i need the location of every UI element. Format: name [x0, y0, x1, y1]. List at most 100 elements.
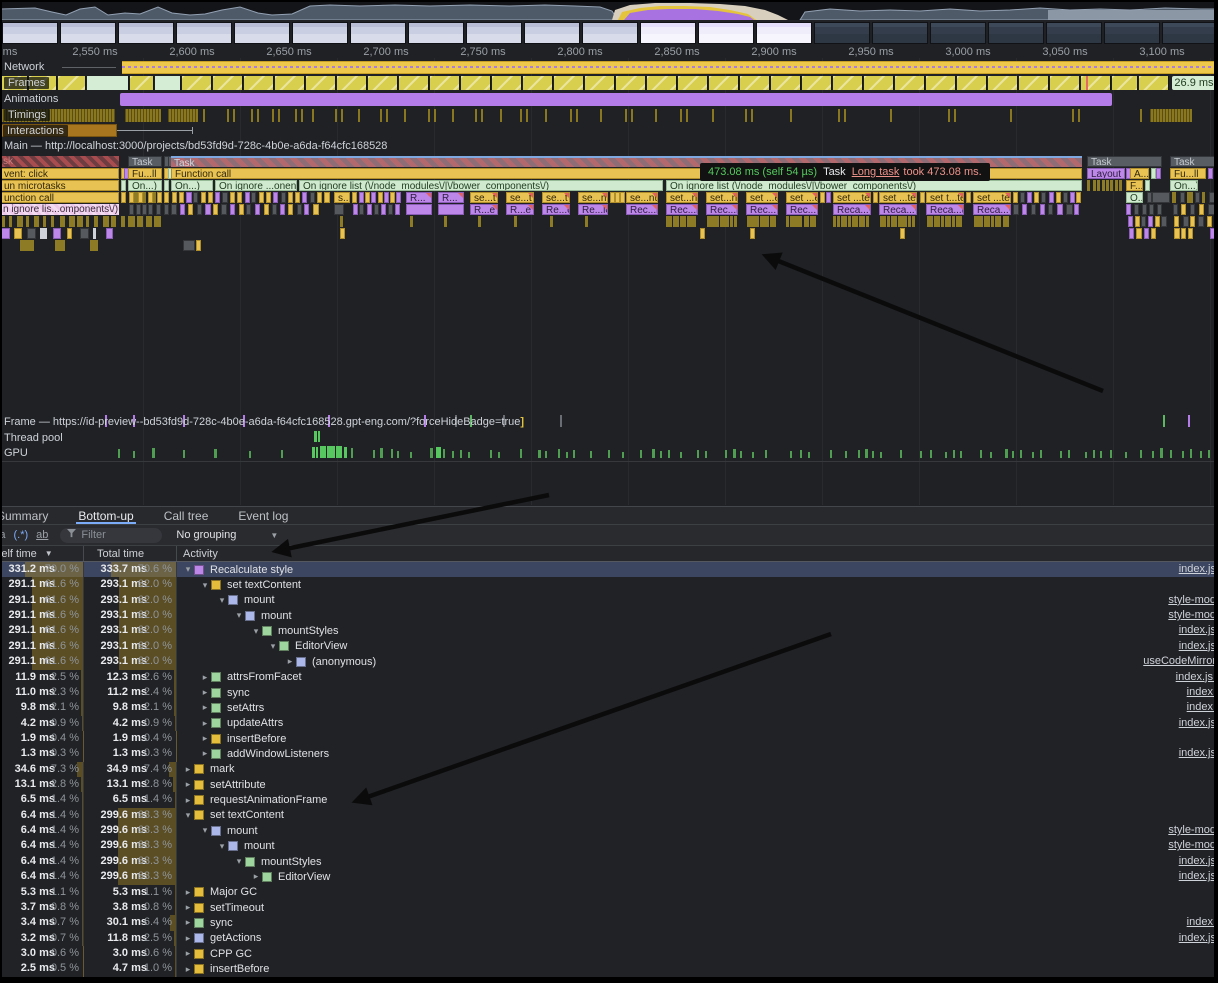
gpu-bar[interactable]: [945, 452, 947, 458]
flame-event-bar[interactable]: [1187, 192, 1194, 203]
table-row[interactable]: 9.8 ms 2.1 % 9.8 ms 2.1 % ▸ setAttrs index.: [0, 700, 1218, 716]
flame-event-bar[interactable]: [157, 192, 163, 203]
gpu-bar[interactable]: [990, 452, 992, 458]
flame-event-bar[interactable]: [940, 216, 944, 227]
flame-event-bar[interactable]: [254, 204, 260, 215]
flame-event-bar[interactable]: [1056, 204, 1064, 215]
flame-event-bar[interactable]: [141, 204, 147, 215]
gpu-bar[interactable]: [520, 449, 522, 458]
collapse-triangle-icon[interactable]: ▾: [236, 856, 242, 866]
frame-segment[interactable]: [647, 76, 677, 90]
timing-mark[interactable]: [631, 109, 633, 122]
flame-event-bar[interactable]: [212, 204, 218, 215]
flame-event-bar[interactable]: [221, 204, 228, 215]
flame-event-bar[interactable]: vent: click: [0, 168, 119, 179]
flame-event-bar[interactable]: A...: [1130, 168, 1149, 179]
table-row[interactable]: 6.4 ms 1.4 % 299.6 ms 63.3 % ▾ mountStyles ind…: [0, 853, 1218, 870]
flame-event-bar[interactable]: [1152, 192, 1170, 203]
flame-event-bar[interactable]: [773, 216, 777, 227]
flame-event-bar[interactable]: [1188, 228, 1194, 239]
gpu-bar[interactable]: [214, 449, 217, 458]
frame-segment[interactable]: [306, 76, 336, 90]
gpu-bar[interactable]: [880, 452, 882, 458]
source-link[interactable]: index.js: [1178, 747, 1216, 760]
flame-event-bar[interactable]: [229, 192, 235, 203]
table-row[interactable]: 6.4 ms 1.4 % 299.6 ms 63.3 % ▸ EditorView inde…: [0, 869, 1218, 885]
flame-event-bar[interactable]: [85, 216, 89, 227]
flame-event-bar[interactable]: [1119, 180, 1123, 191]
gpu-bar[interactable]: [1005, 449, 1008, 458]
flame-event-bar[interactable]: [793, 216, 797, 227]
network-request-bar[interactable]: [122, 61, 1218, 74]
tab-event-log[interactable]: Event log: [238, 508, 289, 523]
flame-event-bar[interactable]: [1048, 204, 1054, 215]
flame-event-bar[interactable]: Task: [1170, 156, 1218, 167]
flame-event-bar[interactable]: [1062, 192, 1068, 203]
flame-event-bar[interactable]: un microtasks: [0, 180, 119, 191]
frame-segment[interactable]: [368, 76, 398, 90]
frame-segment[interactable]: [1139, 76, 1169, 90]
toolbar-icon[interactable]: ab: [36, 529, 49, 541]
flame-event-bar[interactable]: [364, 192, 370, 203]
flame-event-bar[interactable]: [13, 228, 22, 239]
frame-segment[interactable]: [926, 76, 956, 90]
flame-event-bar[interactable]: [904, 216, 908, 227]
flame-event-bar[interactable]: [94, 216, 99, 227]
source-link[interactable]: index.js: [1178, 624, 1216, 637]
flame-event-bar[interactable]: [406, 204, 432, 215]
flame-event-bar[interactable]: [106, 228, 113, 239]
flame-event-bar[interactable]: [121, 216, 125, 227]
flame-event-bar[interactable]: [900, 228, 905, 239]
gpu-bar[interactable]: [1040, 450, 1042, 458]
flame-event-bar[interactable]: On...): [1170, 180, 1198, 191]
flame-event-bar[interactable]: [17, 216, 23, 227]
filmstrip-thumbnail[interactable]: [756, 22, 812, 44]
flame-event-bar[interactable]: [340, 228, 345, 239]
gpu-bar[interactable]: [566, 452, 568, 458]
frame-segment[interactable]: [275, 76, 305, 90]
gpu-bar[interactable]: [845, 451, 847, 458]
flame-event-bar[interactable]: [865, 216, 869, 227]
flame-event-bar[interactable]: [1106, 180, 1110, 191]
toolbar-icon[interactable]: Aa: [0, 529, 6, 541]
flame-event-bar[interactable]: [1101, 180, 1106, 191]
expand-triangle-icon[interactable]: ▸: [185, 779, 191, 790]
flame-event-bar[interactable]: [984, 216, 988, 227]
table-row[interactable]: 6.4 ms 1.4 % 299.6 ms 63.3 % ▾ mount style-mod: [0, 838, 1218, 854]
table-row[interactable]: 3.2 ms 0.7 % 11.8 ms 2.5 % ▸ getActions index.…: [0, 930, 1218, 946]
flame-event-bar[interactable]: [733, 216, 737, 227]
frame-segment[interactable]: [988, 76, 1018, 90]
timing-mark[interactable]: [434, 109, 436, 122]
flame-event-bar[interactable]: [102, 216, 109, 227]
flame-event-bar[interactable]: [1208, 168, 1213, 179]
flame-event-bar[interactable]: [148, 204, 154, 215]
flame-event-bar[interactable]: [1201, 192, 1205, 203]
flame-event-bar[interactable]: [841, 216, 845, 227]
gpu-bar[interactable]: [573, 450, 575, 458]
table-row[interactable]: 4.2 ms 0.9 % 4.2 ms 0.9 % ▸ updateAttrs index.…: [0, 715, 1218, 731]
long-task-link[interactable]: Long task: [851, 166, 900, 178]
gpu-bar[interactable]: [183, 450, 185, 458]
flame-event-bar[interactable]: [359, 204, 365, 215]
expand-triangle-icon[interactable]: ▸: [185, 963, 191, 974]
gpu-bar[interactable]: [680, 452, 682, 458]
table-row[interactable]: 6.4 ms 1.4 % 299.6 ms 63.3 % ▾ set textConten…: [0, 807, 1218, 824]
flame-event-bar[interactable]: [1134, 216, 1140, 227]
flame-event-bar[interactable]: [137, 192, 143, 203]
flame-event-bar[interactable]: [1198, 204, 1204, 215]
flame-event-bar[interactable]: [514, 216, 517, 227]
thread-pool-bar[interactable]: [318, 431, 320, 442]
timing-mark[interactable]: [1010, 109, 1012, 122]
collapse-triangle-icon[interactable]: ▾: [253, 625, 259, 636]
frame-segment[interactable]: [87, 76, 129, 90]
gpu-bar[interactable]: [725, 450, 727, 458]
timing-mark[interactable]: [1072, 109, 1074, 122]
flame-event-bar[interactable]: On ignore ...onents\/): [215, 180, 297, 191]
flame-event-bar[interactable]: [352, 204, 358, 215]
timing-mark[interactable]: [1140, 109, 1142, 122]
frame-segment[interactable]: [957, 76, 987, 90]
flame-event-bar[interactable]: [230, 204, 236, 215]
flame-event-bar[interactable]: [251, 192, 257, 203]
gpu-bar[interactable]: [538, 450, 541, 458]
flame-event-bar[interactable]: [53, 228, 62, 239]
